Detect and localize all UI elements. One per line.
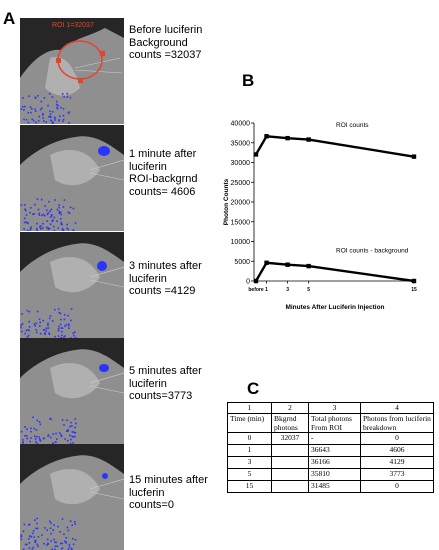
data-point [253,278,259,284]
data-point [411,278,417,284]
column-header: Time (min) [227,413,272,433]
panel-label-a: A [3,9,16,28]
data-point [306,263,311,269]
table-cell: 0 [227,432,272,445]
table-cell: 0 [360,432,434,445]
series-label-roi-counts: ROI counts [336,122,369,129]
table-cell: 3773 [360,468,434,481]
table-cell: 32037 [271,432,309,445]
column-header: Total photons From ROI [308,413,361,433]
mouse-silhouette-1min [20,136,124,231]
data-point [411,154,417,159]
x-tick-label: 3 [286,287,289,293]
chart-svg: 0 5000 10000 15000 20000 25000 30000 35000 40000… [223,121,417,312]
x-axis-label: Minutes After Luciferin Injection [285,304,384,311]
table-cell: 1 [227,444,272,457]
caption-before: Before luciferin Background counts =3203… [129,24,203,61]
table-cell [271,480,309,493]
column-number: 3 [308,402,361,414]
y-tick-label: 5000 [234,259,250,266]
table-row: 1 36643 4606 [227,444,434,457]
column-header: Photons from luciferin breakdown [360,413,434,433]
y-tick-label: 10000 [231,239,251,246]
y-tick-label: 30000 [231,160,251,167]
photon-table: 1 2 3 4 Time (min) Bkgrnd photons Total photons… [227,402,434,493]
y-tick-label: 20000 [231,200,251,207]
x-tick-label: before [248,287,264,293]
table-row: 5 35810 3773 [227,468,434,481]
mouse-silhouette-15min [20,455,124,550]
table-cell: 15 [227,480,272,493]
caption-15min: 15 minutes after lucferin counts=0 [129,474,208,511]
panel-label-b: B [242,71,255,90]
data-point [306,137,311,142]
roi-label: ROI 1=32037 [52,22,94,29]
table-cell: 5 [227,468,272,481]
column-number: 2 [271,402,309,414]
y-tick-label: 40000 [231,121,251,128]
table-row: 3 36166 4129 [227,456,434,469]
x-tick-label: 5 [307,287,310,293]
table-cell: 0 [360,480,434,493]
table-cell [271,456,309,469]
table-cell: 4129 [360,456,434,469]
mouse-image-15min [20,444,124,550]
column-header: Bkgrnd photons [271,413,309,433]
table-cell [271,468,309,481]
table-cell: 36166 [308,456,361,469]
table-cell: 3 [227,456,272,469]
series-line-0 [254,134,415,158]
data-point [253,152,259,157]
caption-5min: 5 minutes after luciferin counts=3773 [129,365,202,402]
data-point [264,260,269,266]
table-cell [271,444,309,457]
table-cell: - [308,432,361,445]
data-point [264,134,269,139]
y-tick-label: 0 [246,279,250,286]
mouse-image-before: ROI 1=32037 [20,18,124,124]
table-cell: 36643 [308,444,361,457]
caption-3min: 3 minutes after luciferin counts =4129 [129,260,202,297]
column-number: 1 [227,402,272,414]
y-axis-label: Photon Counts [223,178,230,225]
caption-1min: 1 minute after luciferin ROI-backgrnd co… [129,148,198,198]
x-tick-label: 1 [265,287,268,293]
mouse-silhouette-before [20,28,124,124]
table-cell: 35810 [308,468,361,481]
y-tick-label: 15000 [231,219,251,226]
data-point [285,262,290,267]
table-row: 0 32037-0 [227,432,434,445]
data-point [285,135,290,141]
column-number: 4 [360,402,434,414]
table-cell: 4606 [360,444,434,457]
series-line-1 [254,261,415,283]
mouse-image-3min [20,232,124,338]
y-tick-label: 25000 [231,180,251,187]
table-header-labels: Time (min) Bkgrnd photons Total photons From… [227,413,434,433]
x-tick-label: 15 [411,287,417,293]
panel-label-c: C [247,379,260,398]
photon-counts-chart: 0 5000 10000 15000 20000 25000 30000 35000 40000… [216,118,439,318]
mouse-image-1min [20,125,124,231]
table-cell: 31485 [308,480,361,493]
mouse-silhouette-3min [20,243,124,338]
mouse-image-5min [20,338,124,444]
table-row: 15 31485 0 [227,480,434,493]
y-tick-label: 35000 [231,140,251,147]
mouse-silhouette-5min [20,349,124,444]
series-label-roi-minus-background: ROI counts - background [336,248,409,255]
